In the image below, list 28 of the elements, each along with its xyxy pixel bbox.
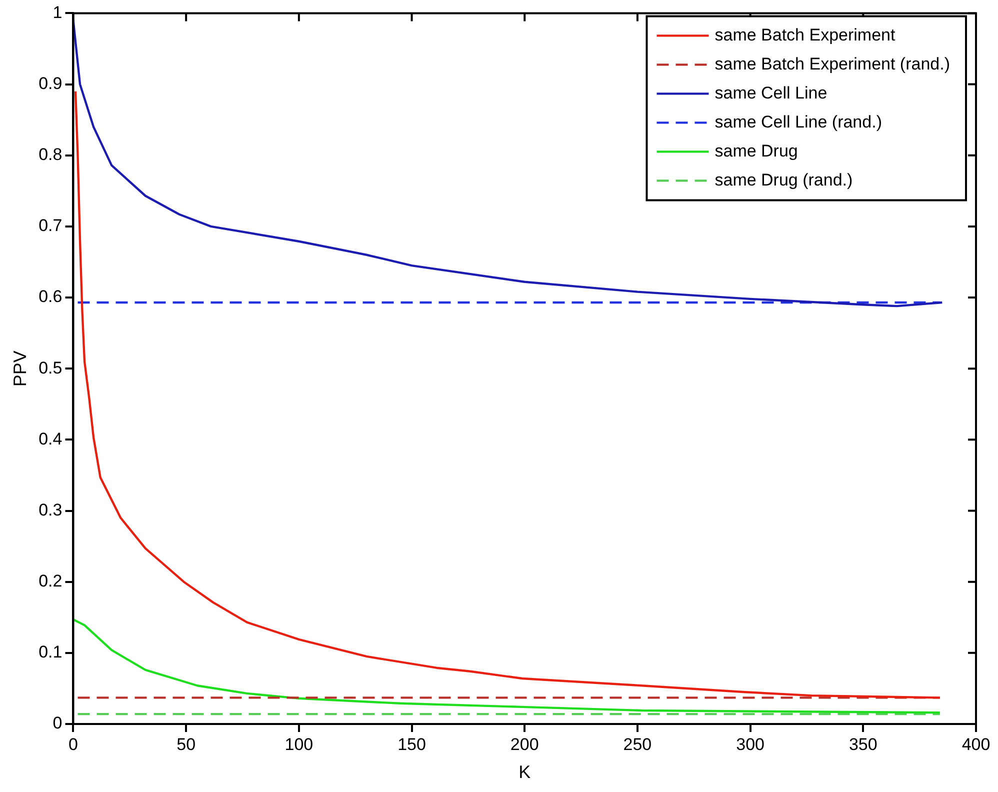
y-tick-label: 0.3 (38, 500, 62, 520)
x-tick-label: 100 (284, 734, 314, 754)
y-tick-label: 0.1 (38, 642, 62, 662)
legend-label: same Batch Experiment (rand.) (714, 54, 950, 74)
x-tick-label: 0 (68, 734, 78, 754)
x-tick-label: 250 (623, 734, 652, 754)
y-tick-label: 0 (52, 714, 62, 733)
y-axis-title: PPV (10, 350, 30, 387)
x-tick-label: 200 (510, 734, 539, 754)
legend-label: same Drug (714, 141, 798, 160)
x-tick-label: 300 (736, 734, 764, 754)
legend-label: same Cell Line (714, 83, 828, 102)
x-tick-label: 50 (176, 734, 196, 754)
y-tick-label: 0.6 (38, 287, 62, 306)
x-tick-label: 150 (398, 734, 426, 754)
x-tick-label: 350 (848, 734, 878, 754)
y-tick-label: 0.9 (38, 74, 62, 93)
y-tick-label: 0.4 (38, 429, 62, 448)
y-tick-label: 0.2 (38, 572, 62, 591)
legend-label: same Batch Experiment (714, 25, 896, 44)
y-tick-label: 0.8 (38, 145, 62, 164)
x-tick-label: 400 (962, 734, 990, 754)
x-axis-title: K (518, 762, 531, 782)
y-tick-label: 1 (52, 2, 62, 22)
y-tick-label: 0.5 (38, 358, 62, 378)
legend-label: same Drug (rand.) (714, 170, 853, 190)
legend-label: same Cell Line (rand.) (714, 112, 882, 132)
y-tick-label: 0.7 (38, 216, 62, 236)
